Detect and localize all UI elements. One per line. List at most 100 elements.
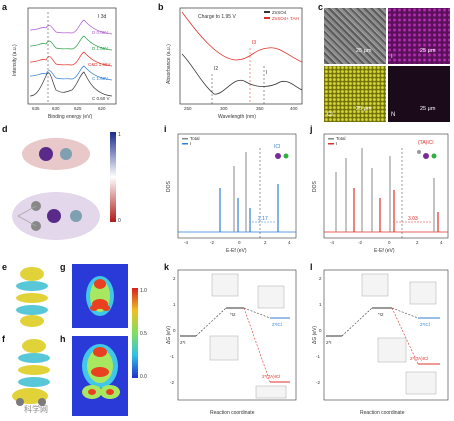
level-l-4: 2*(TA)ICl (410, 356, 428, 361)
legend-b-2: ZnSO4+ TAH (272, 16, 299, 21)
energy-profile-l: ΔG (eV) Reaction coordinate 2 1 0 -1 -2 … (312, 269, 449, 416)
ytick-k-4: -1 (170, 354, 174, 359)
plot-a-title: I 3d (98, 14, 107, 20)
panel-label-f: f (2, 334, 5, 344)
panel-label-h: h (60, 334, 66, 344)
xtick-a-2: 630 (52, 106, 60, 111)
colorbar-d-max: 1 (118, 132, 121, 138)
ytick-k-5: -2 (170, 380, 174, 385)
xtick-i-4: 2 (264, 240, 267, 245)
scalebar-label-3: 25 μm (356, 106, 372, 112)
colorbar-gh-min: 0.0 (140, 374, 147, 380)
xtick-i-5: 4 (288, 240, 291, 245)
nitrogen-map (388, 66, 450, 122)
legend-i-total: Total (190, 136, 200, 141)
gap-j: 3.03 (408, 216, 418, 222)
xps-traces (29, 12, 113, 102)
plot-i-ylabel: DOS (166, 181, 172, 193)
trace-label-3: C&D 1.65V (88, 62, 111, 67)
xtick-a-4: 620 (98, 106, 106, 111)
map-label-n: N (391, 112, 396, 118)
plot-b-ylabel: Absorbance (a.u.) (166, 44, 172, 84)
xtick-j-2: -2 (358, 240, 362, 245)
molecule-j: (TA)ICl (418, 140, 433, 146)
xtick-b-4: 400 (290, 106, 298, 111)
colorbar-gh: 1.0 0.5 0.0 (132, 288, 147, 380)
plot-k-xlabel: Reaction coordinate (210, 410, 255, 416)
plot-a-ylabel: Intensity (a.u.) (12, 44, 18, 76)
panel-label-k: k (164, 262, 170, 272)
level-k-4: 2*(TA)ICl (262, 374, 280, 379)
xtick-b-1: 250 (184, 106, 192, 111)
plot-i-xlabel: E-Ef (eV) (226, 248, 247, 254)
panel-label-c: c (318, 2, 324, 12)
structure-insets-k (209, 273, 287, 399)
scalebar-label-2: 25 μm (420, 48, 436, 54)
plot-b-xlabel: Wavelength (nm) (218, 114, 256, 120)
uv-vis-plot: Charge to 1.95 V Absorbance (a.u.) Wavel… (166, 7, 303, 120)
legend-i-species: I (190, 141, 191, 146)
elf-map-h (72, 336, 128, 416)
ytick-k-2: 1 (173, 302, 176, 307)
charge-density-molecules: 1 0 (12, 132, 121, 240)
dos-plot-i: DOS E-Ef (eV) Total I ICl 2.17 -4 -2 0 2… (166, 133, 297, 254)
orbital-f (12, 339, 50, 406)
ytick-l-2: 1 (319, 302, 322, 307)
panel-label-j: j (310, 124, 313, 134)
ytick-l-5: -2 (316, 380, 320, 385)
legend-b-1: ZnSO4 (272, 10, 287, 15)
trace-label-1: D 0.65V (92, 30, 108, 35)
colorbar-gh-mid: 0.5 (140, 331, 147, 337)
level-l-2: *I2 (378, 312, 384, 317)
plot-l-xlabel: Reaction coordinate (360, 410, 405, 416)
iodine-map (388, 8, 450, 64)
structure-insets-l (361, 273, 437, 395)
panel-label-l: l (310, 262, 313, 272)
sem-image (324, 8, 386, 64)
xtick-i-3: 0 (238, 240, 241, 245)
peak-i3: I3 (252, 40, 256, 46)
level-k-3: 2*ICl (272, 322, 282, 327)
plot-l-ylabel: ΔG (eV) (312, 326, 318, 344)
panel-label-b: b (158, 2, 164, 12)
legend-j-species: I (336, 141, 337, 146)
plot-j-xlabel: E-Ef (eV) (374, 248, 395, 254)
scalebar-label-1: 25 μm (356, 48, 372, 54)
gap-i: 2.17 (258, 216, 268, 222)
plot-b-annotation: Charge to 1.95 V (198, 14, 236, 20)
xps-plot: I 3d Intensity (a.u.) Binding energy (eV… (12, 7, 117, 120)
trace-label-4: C 1.60V (92, 76, 108, 81)
panel-label-i: i (164, 124, 167, 134)
ytick-k-3: 0 (173, 328, 176, 333)
xtick-j-4: 2 (416, 240, 419, 245)
panel-label-e: e (2, 262, 8, 272)
panel-label-g: g (60, 262, 66, 272)
map-label-cl: Cl (327, 112, 333, 118)
colorbar-d-min: 0 (118, 218, 121, 224)
ytick-l-1: 2 (319, 276, 322, 281)
dos-plot-j: DOS E-Ef (eV) Total I (TA)ICl 3.03 -4 -2… (312, 133, 449, 254)
xtick-a-1: 635 (32, 106, 40, 111)
trace-label-2: D 1.65V (92, 46, 108, 51)
map-label-i: I (391, 54, 393, 60)
legend-j-total: Total (336, 136, 346, 141)
ytick-l-3: 0 (319, 328, 322, 333)
xtick-j-5: 4 (440, 240, 443, 245)
plot-a-xlabel: Binding energy (eV) (48, 114, 93, 120)
peak-i2: I2 (214, 66, 218, 72)
xtick-j-1: -4 (330, 240, 334, 245)
xtick-a-3: 625 (74, 106, 82, 111)
ytick-k-1: 2 (173, 276, 176, 281)
scalebar-label-4: 25 μm (420, 106, 436, 112)
watermark: 科学网 (24, 405, 48, 414)
plot-j-ylabel: DOS (312, 181, 318, 193)
peak-i: I (266, 70, 267, 76)
xtick-b-2: 300 (220, 106, 228, 111)
molecule-i: ICl (274, 144, 280, 150)
trace-label-5: C 0.60 V (92, 96, 110, 101)
xtick-b-3: 350 (256, 106, 264, 111)
colorbar-gh-max: 1.0 (140, 288, 147, 294)
panel-label-d: d (2, 124, 8, 134)
ytick-l-4: -1 (316, 354, 320, 359)
level-k-2: *I2 (230, 312, 236, 317)
